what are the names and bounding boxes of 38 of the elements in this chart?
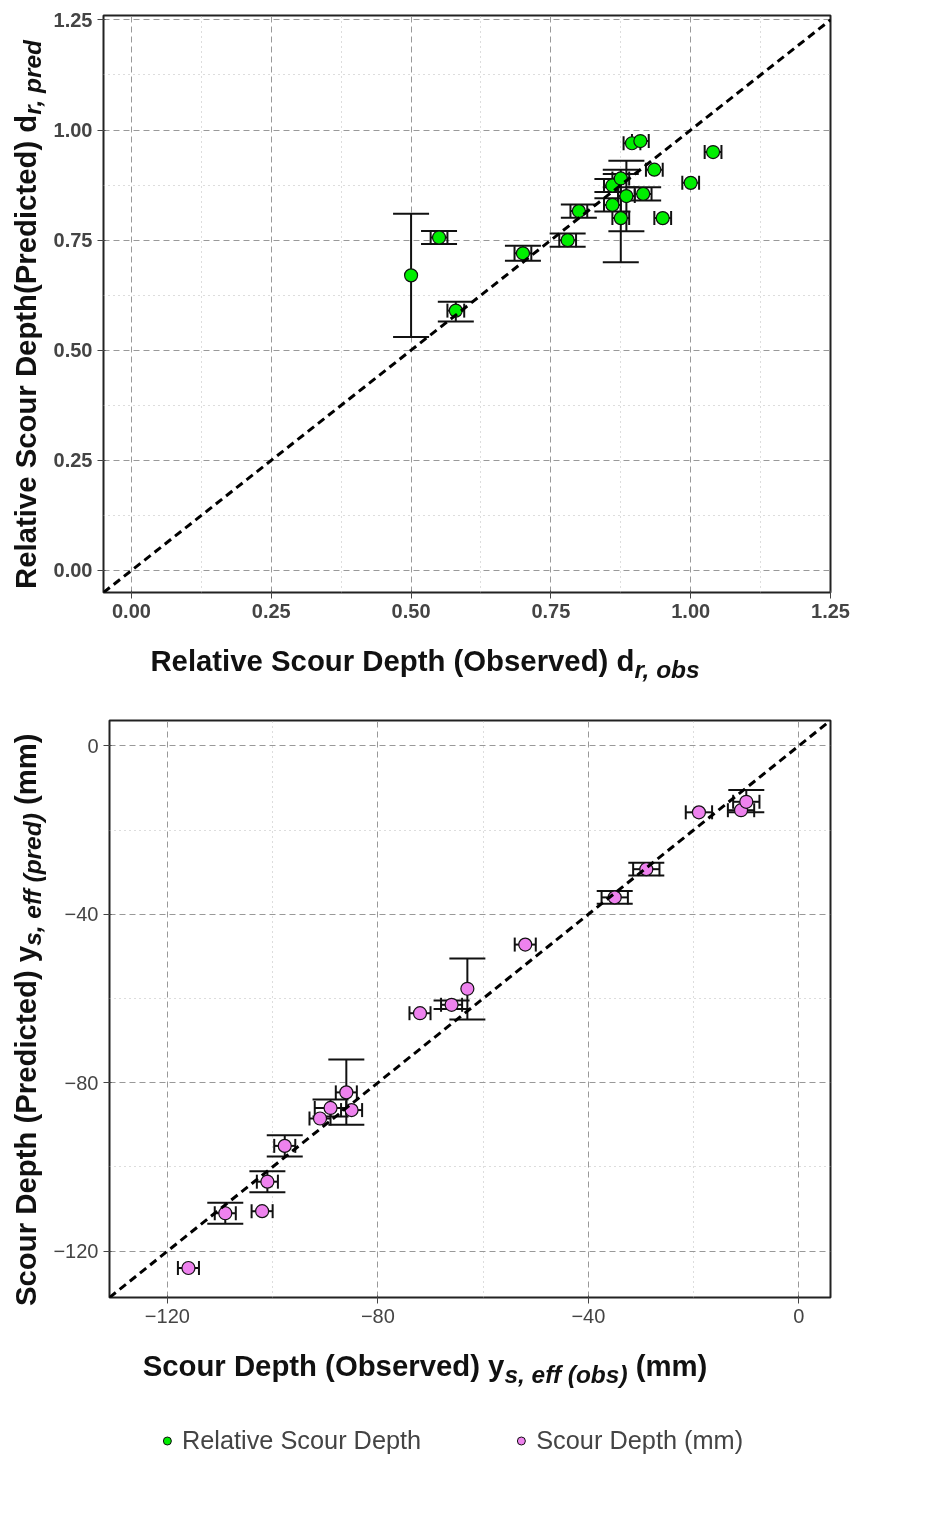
x-tick-label: −40 bbox=[571, 1304, 606, 1327]
y-tick-label: 0.25 bbox=[53, 449, 93, 472]
y-tick-label: 1.25 bbox=[53, 8, 93, 31]
point bbox=[403, 268, 419, 283]
y-tick-label: −40 bbox=[64, 903, 99, 926]
point bbox=[277, 1138, 292, 1153]
x-tick-label: 0.75 bbox=[531, 599, 571, 622]
point bbox=[739, 794, 754, 809]
x-tick-label: 1.00 bbox=[671, 599, 711, 622]
x-tick-label: −80 bbox=[360, 1304, 395, 1327]
point bbox=[518, 937, 533, 952]
x-tick-label: 1.25 bbox=[811, 599, 850, 622]
x-tick-label: 0.25 bbox=[251, 599, 291, 622]
point bbox=[312, 1111, 328, 1126]
y-tick-label: 0 bbox=[87, 734, 99, 757]
point bbox=[691, 805, 707, 820]
point bbox=[260, 1174, 275, 1189]
x-tick-label: 0.50 bbox=[391, 599, 431, 622]
point bbox=[444, 997, 459, 1012]
y-tick-label: −80 bbox=[64, 1071, 99, 1094]
point bbox=[255, 1204, 270, 1219]
point bbox=[339, 1085, 354, 1100]
y-tick-label: 0.50 bbox=[53, 339, 93, 362]
x-axis-title: Relative Scour Depth (Observed) d$_{r, obs}$ bbox=[150, 643, 700, 685]
y-tick-label: 0.75 bbox=[53, 229, 93, 252]
y-tick-label: 0.00 bbox=[53, 559, 93, 582]
point bbox=[460, 981, 475, 996]
x-axis-title: Scour Depth (Observed) y$_{s, eff (obs)}$ (mm) bbox=[142, 1348, 708, 1390]
y-tick-label: −120 bbox=[53, 1240, 99, 1263]
legend-label: Relative Scour Depth bbox=[181, 1425, 422, 1455]
x-tick-label: 0 bbox=[793, 1304, 805, 1327]
point bbox=[181, 1260, 196, 1276]
x-tick-label: −120 bbox=[144, 1304, 190, 1327]
x-tick-label: 0.00 bbox=[112, 599, 151, 622]
point bbox=[218, 1206, 233, 1221]
y-tick-label: 1.00 bbox=[53, 119, 93, 142]
point bbox=[412, 1006, 428, 1021]
legend-label: Scour Depth (mm) bbox=[536, 1425, 744, 1455]
